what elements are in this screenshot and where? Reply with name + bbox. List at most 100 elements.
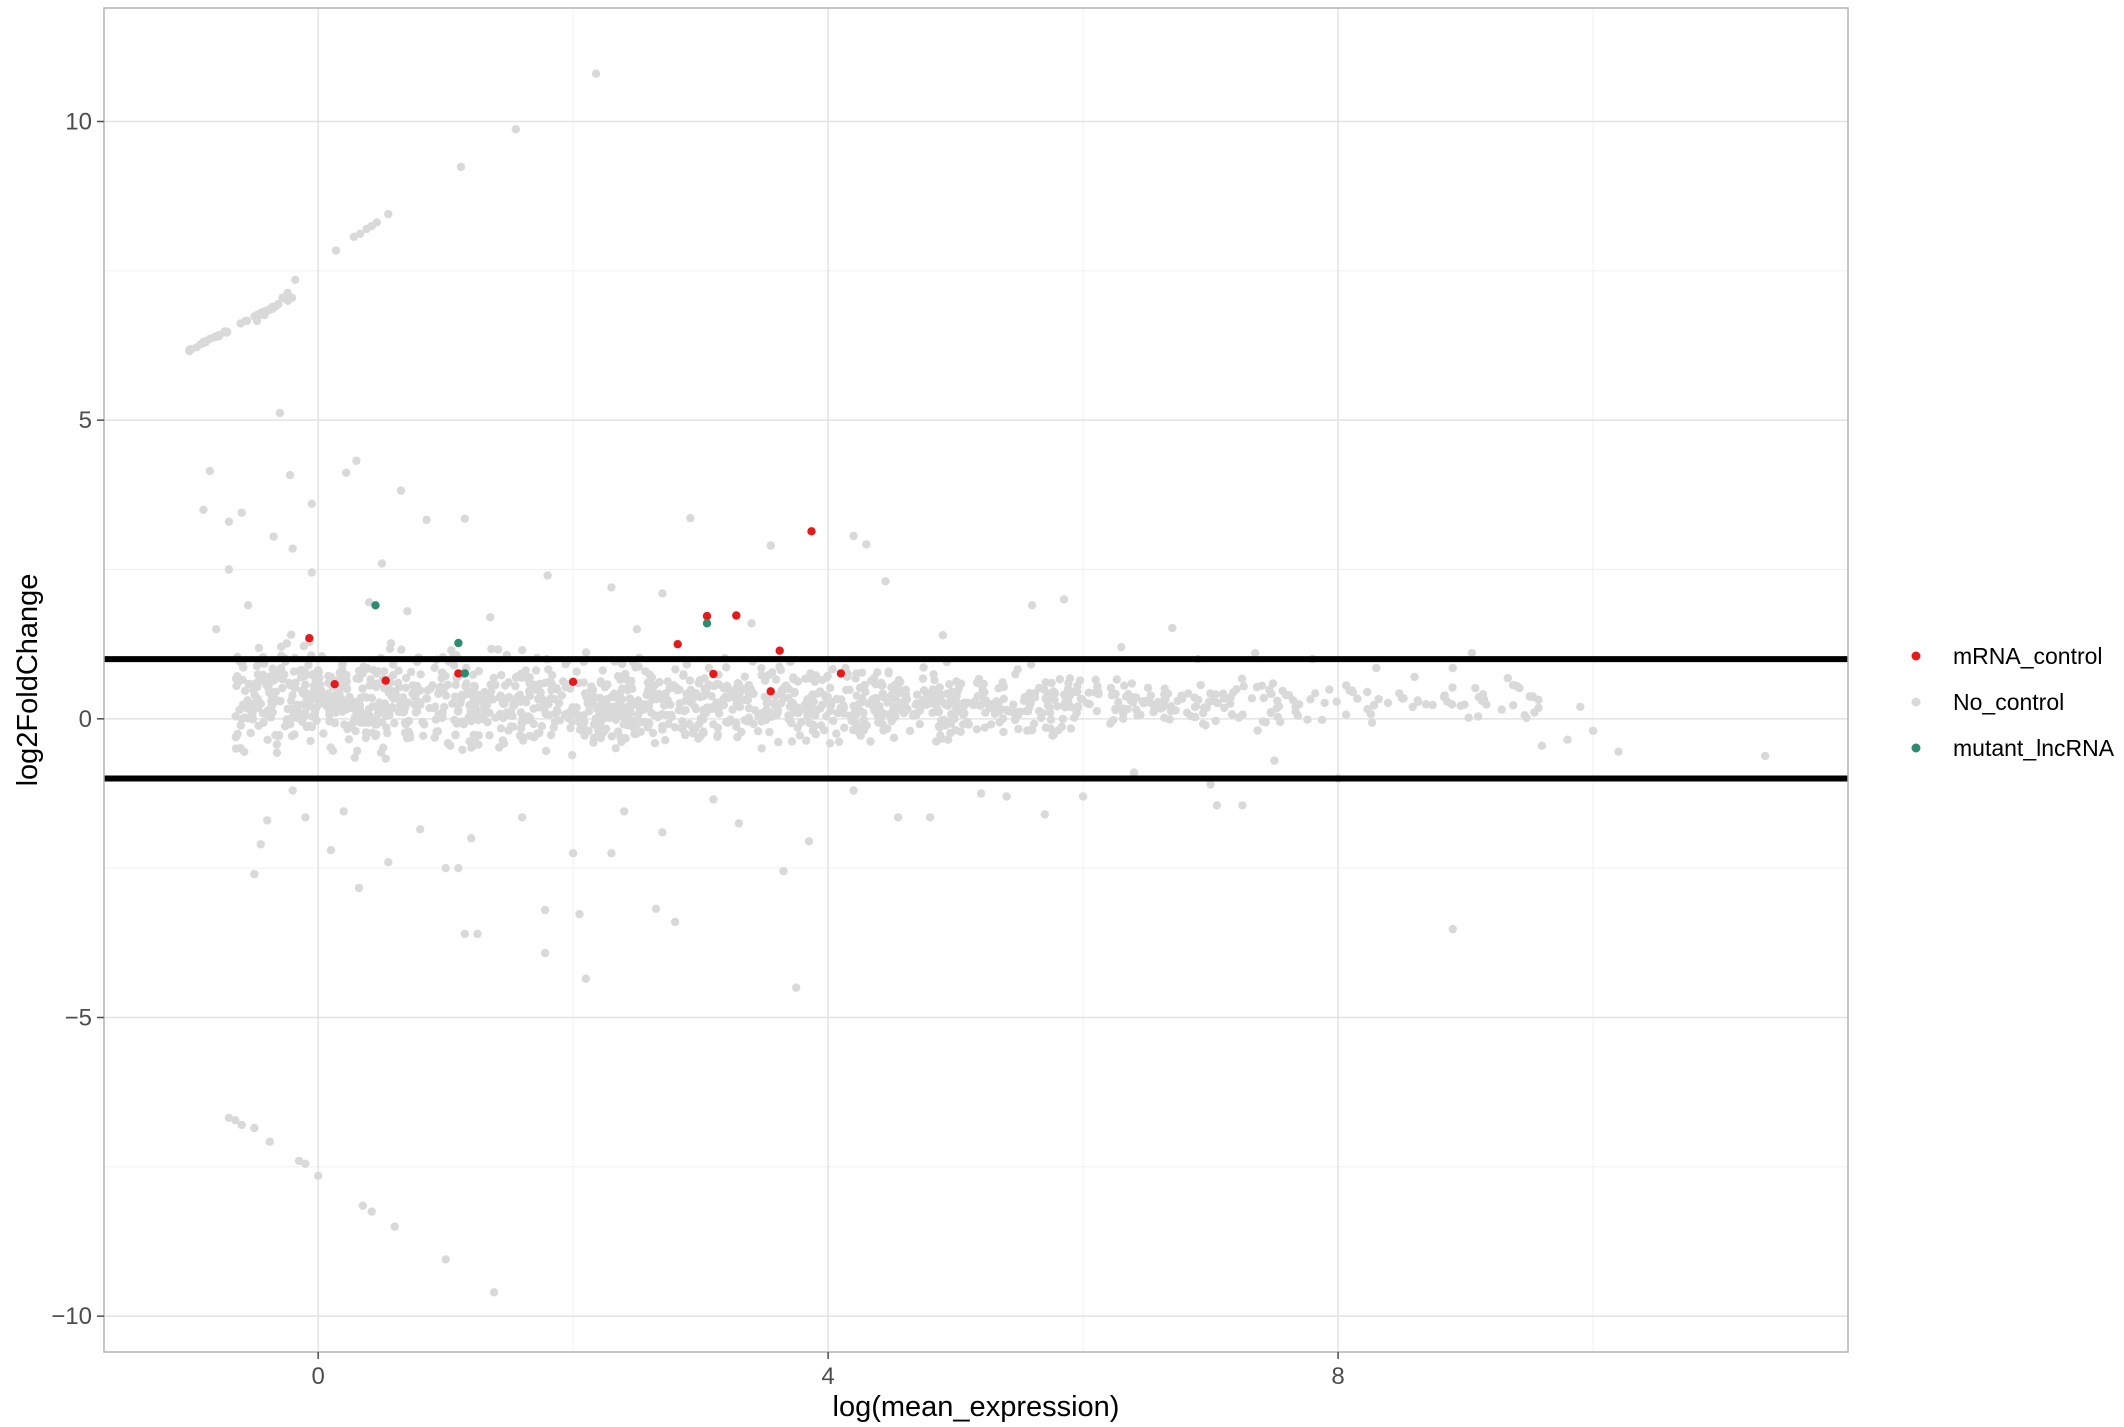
data-point-no-control — [522, 673, 531, 682]
data-point-no-control — [1482, 700, 1491, 709]
data-point-no-control — [525, 691, 535, 701]
data-point-no-control — [500, 699, 509, 708]
data-point-no-control — [1239, 682, 1248, 691]
data-point-no-control — [1237, 674, 1247, 683]
data-point-no-control — [862, 721, 871, 730]
data-point-no-control — [995, 718, 1004, 727]
data-point-no-control — [575, 718, 584, 727]
data-point-no-control — [789, 673, 798, 682]
data-point-no-control — [314, 1171, 323, 1181]
data-point-no-control — [916, 703, 925, 713]
data-point-no-control — [283, 288, 292, 298]
data-point-no-control — [607, 583, 616, 592]
data-point-no-control — [474, 740, 483, 749]
data-point-no-control — [1199, 709, 1208, 718]
data-point-no-control — [436, 682, 446, 691]
data-point-no-control — [547, 686, 556, 695]
data-point-mrna-control — [305, 634, 314, 643]
data-point-no-control — [420, 720, 429, 729]
data-point-no-control — [250, 1123, 259, 1133]
data-point-no-control — [263, 735, 272, 744]
data-point-no-control — [350, 753, 359, 762]
data-point-no-control — [862, 540, 871, 549]
data-point-no-control — [504, 693, 513, 702]
data-point-no-control — [691, 704, 701, 714]
data-point-no-control — [833, 708, 842, 718]
data-point-no-control — [840, 723, 849, 732]
data-point-no-control — [919, 663, 928, 672]
data-point-no-control — [1073, 702, 1083, 711]
data-point-no-control — [371, 731, 380, 741]
data-point-no-control — [709, 795, 718, 804]
data-point-no-control — [509, 702, 518, 711]
data-point-no-control — [352, 456, 361, 465]
data-point-no-control — [1030, 693, 1040, 702]
data-point-no-control — [620, 719, 629, 728]
data-point-no-control — [1106, 683, 1116, 693]
data-point-no-control — [1049, 687, 1058, 696]
data-point-no-control — [589, 720, 599, 729]
data-point-no-control — [1112, 675, 1122, 684]
data-point-no-control — [807, 702, 816, 711]
data-point-no-control — [884, 669, 893, 678]
data-point-no-control — [826, 683, 835, 693]
data-point-no-control — [980, 723, 989, 732]
data-point-no-control — [849, 725, 858, 735]
data-point-no-control — [313, 666, 323, 675]
data-point-no-control — [823, 672, 832, 682]
data-point-no-control — [1332, 697, 1342, 706]
data-point-no-control — [598, 666, 607, 675]
data-point-no-control — [430, 663, 439, 672]
data-point-no-control — [297, 665, 306, 675]
data-point-no-control — [269, 532, 278, 541]
data-point-no-control — [325, 707, 334, 716]
data-point-no-control — [1166, 702, 1176, 711]
data-point-no-control — [551, 709, 560, 718]
data-point-no-control — [757, 664, 766, 673]
data-point-no-control — [654, 693, 663, 703]
data-point-mrna-control — [775, 646, 784, 655]
data-point-no-control — [372, 679, 382, 688]
data-point-no-control — [784, 685, 794, 694]
data-point-no-control — [253, 678, 262, 687]
data-point-no-control — [694, 719, 704, 729]
data-point-no-control — [588, 693, 597, 702]
data-point-no-control — [441, 864, 450, 873]
data-point-no-control — [613, 711, 623, 720]
data-point-no-control — [384, 858, 393, 867]
data-point-no-control — [554, 699, 564, 708]
data-point-no-control — [361, 710, 371, 719]
data-point-no-control — [395, 700, 405, 709]
data-point-mrna-control — [807, 527, 816, 536]
data-point-no-control — [581, 648, 591, 657]
data-point-no-control — [339, 807, 348, 816]
data-point-no-control — [212, 625, 221, 634]
data-point-no-control — [1448, 683, 1457, 692]
data-point-no-control — [749, 689, 758, 698]
data-point-no-control — [591, 69, 601, 78]
data-point-no-control — [326, 846, 336, 855]
data-point-no-control — [1537, 741, 1547, 750]
data-point-no-control — [724, 718, 733, 727]
data-point-no-control — [1111, 704, 1120, 714]
data-point-no-control — [489, 1288, 499, 1297]
data-point-no-control — [655, 678, 664, 687]
data-point-no-control — [331, 698, 341, 708]
data-point-no-control — [504, 678, 513, 687]
data-point-no-control — [272, 748, 282, 757]
data-point-no-control — [1120, 681, 1129, 690]
data-point-no-control — [728, 705, 737, 714]
data-point-no-control — [776, 665, 785, 675]
data-point-no-control — [694, 678, 703, 688]
data-point-no-control — [312, 676, 321, 686]
data-point-no-control — [813, 689, 823, 698]
data-point-no-control — [1261, 718, 1270, 727]
data-point-no-control — [803, 711, 812, 721]
data-point-no-control — [970, 697, 979, 706]
data-point-no-control — [1066, 724, 1076, 733]
data-point-no-control — [456, 162, 466, 172]
data-point-no-control — [205, 334, 214, 344]
data-point-no-control — [236, 319, 245, 328]
data-point-no-control — [735, 689, 744, 699]
data-point-no-control — [451, 680, 460, 689]
